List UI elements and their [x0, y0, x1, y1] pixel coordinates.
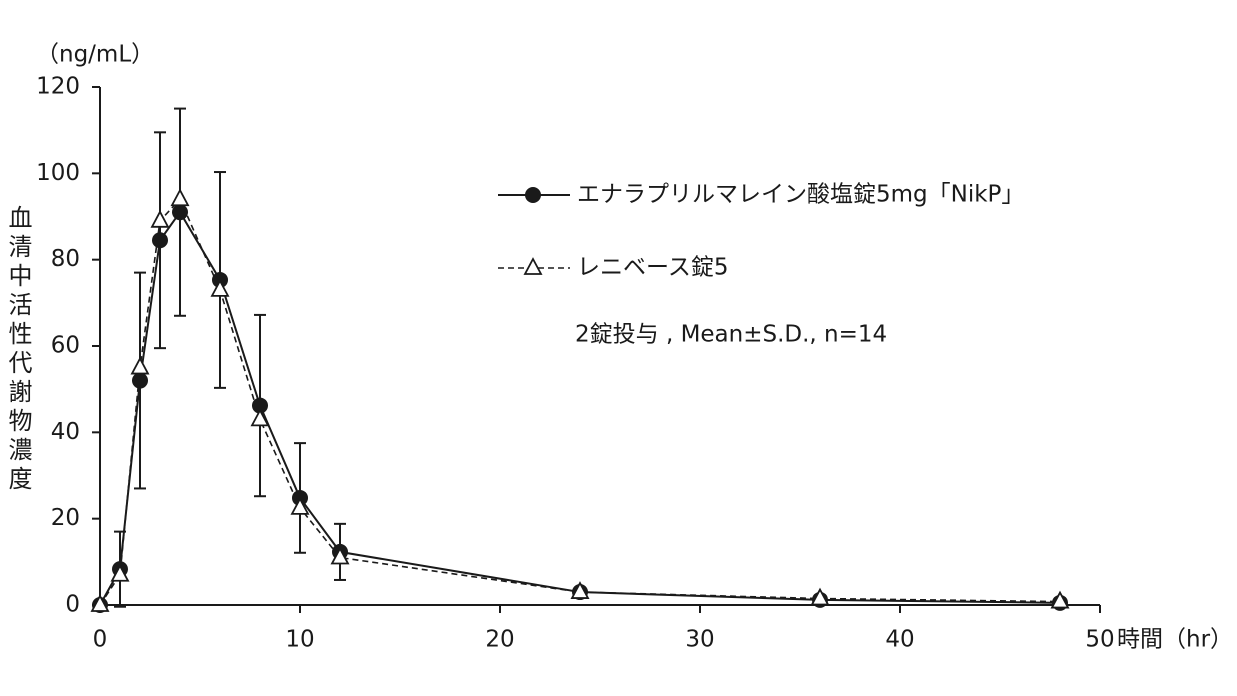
- legend-label: レニベース錠5: [577, 255, 728, 281]
- point: [170, 188, 190, 207]
- point: [570, 581, 590, 599]
- point: [252, 397, 268, 414]
- y-tick-label: 0: [65, 592, 80, 618]
- point: [1050, 590, 1070, 609]
- series-line: [99, 210, 1061, 606]
- point: [152, 232, 168, 249]
- y-tick-label: 40: [51, 419, 80, 445]
- point: [132, 372, 148, 389]
- point: [810, 587, 830, 606]
- legend-marker: [525, 187, 541, 203]
- x-tick-label: 10: [285, 627, 314, 653]
- y-tick-label: 80: [51, 246, 80, 272]
- y-tick-label: 120: [36, 74, 80, 100]
- x-tick-label: 40: [885, 627, 914, 653]
- point: [130, 356, 150, 375]
- x-axis-title: 時間（hr）: [1117, 627, 1233, 653]
- annotation: 2錠投与 , Mean±S.D., n=14: [575, 322, 887, 348]
- point: [330, 546, 350, 565]
- y-axis-title: 血清中活性代謝物濃度: [4, 205, 32, 495]
- point: [110, 563, 130, 582]
- point: [250, 408, 270, 427]
- y-unit: （ng/mL）: [36, 42, 154, 68]
- y-tick-label: 100: [36, 160, 80, 186]
- y-tick-label: 20: [51, 505, 80, 531]
- point: [172, 204, 188, 221]
- x-tick-label: 20: [485, 627, 514, 653]
- point: [90, 594, 110, 612]
- point: [210, 278, 230, 297]
- x-tick-label: 0: [93, 627, 108, 653]
- x-tick-label: 50: [1085, 627, 1114, 653]
- point: [290, 496, 310, 515]
- y-tick-label: 60: [51, 333, 80, 359]
- legend-label: エナラプリルマレイン酸塩錠5mg「NikP」: [577, 182, 1024, 208]
- x-tick-label: 30: [685, 627, 714, 653]
- legend-marker: [523, 257, 543, 275]
- point: [150, 209, 170, 228]
